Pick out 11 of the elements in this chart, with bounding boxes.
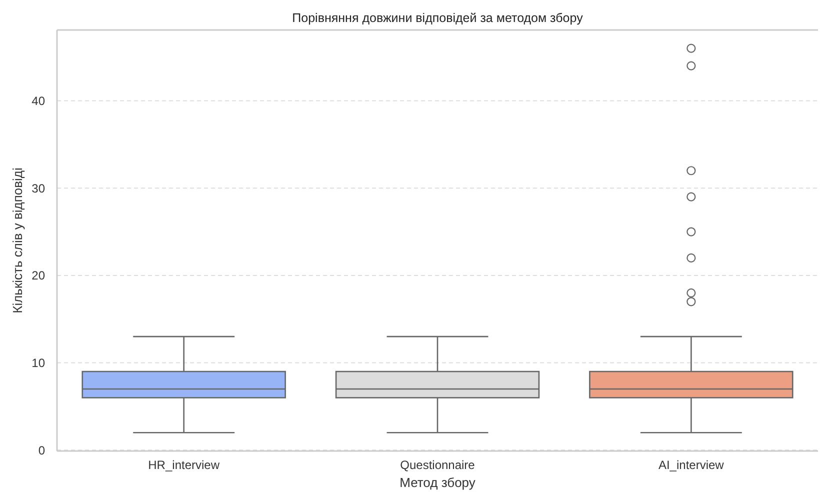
- x-tick-label: AI_interview: [658, 458, 724, 472]
- x-tick-label: Questionnaire: [400, 458, 476, 472]
- y-tick-label: 30: [32, 181, 46, 196]
- y-tick-label: 40: [32, 94, 46, 108]
- chart-title: Порівняння довжини відповідей за методом збору: [292, 11, 584, 25]
- x-tick-label: HR_interview: [148, 458, 220, 472]
- y-axis-title: Кількість слів у відповіді: [10, 168, 25, 314]
- y-tick-label: 20: [32, 268, 46, 283]
- y-tick-label: 0: [38, 443, 46, 458]
- x-axis-title: Метод збору: [400, 475, 476, 490]
- y-tick-label: 10: [32, 356, 46, 370]
